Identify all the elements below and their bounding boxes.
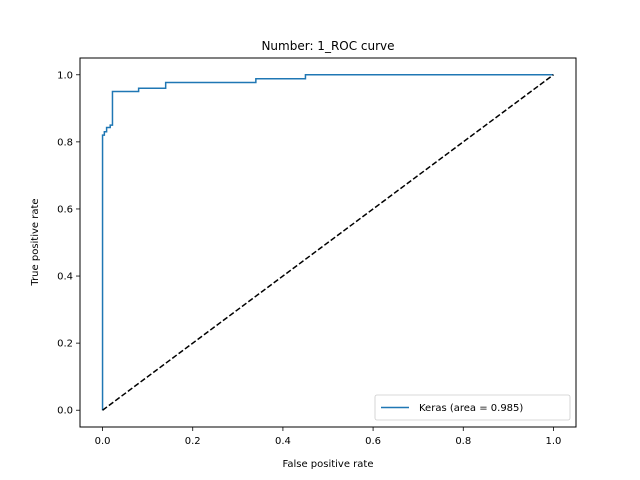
y-tick-label: 0.0 [57, 406, 73, 417]
y-tick-label: 0.2 [57, 339, 73, 350]
x-tick-label: 0.6 [365, 436, 381, 447]
x-tick-label: 0.4 [275, 436, 291, 447]
y-tick-label: 0.8 [57, 137, 73, 148]
x-tick-label: 0.0 [95, 436, 111, 447]
series-line-keras [101, 74, 554, 411]
x-axis: 0.0 0.2 0.4 0.6 0.8 1.0 [95, 427, 562, 447]
series-line-chance [102, 74, 554, 411]
x-tick-label: 0.2 [185, 436, 201, 447]
chart-title: Number: 1_ROC curve [261, 39, 394, 53]
plot-frame [79, 57, 577, 428]
y-tick-label: 1.0 [57, 70, 73, 81]
y-axis: 0.0 0.2 0.4 0.6 0.8 1.0 [57, 70, 80, 417]
legend-box [374, 394, 571, 421]
plot-area [101, 74, 554, 411]
y-tick-label: 0.6 [57, 204, 73, 215]
x-axis-label: False positive rate [283, 459, 374, 470]
legend: Keras (area = 0.985) [374, 394, 571, 421]
y-axis-label: True positive rate [30, 198, 41, 286]
legend-entry: Keras (area = 0.985) [419, 403, 523, 414]
y-tick-label: 0.4 [57, 272, 73, 283]
x-tick-label: 0.8 [455, 436, 471, 447]
x-tick-label: 1.0 [546, 436, 562, 447]
